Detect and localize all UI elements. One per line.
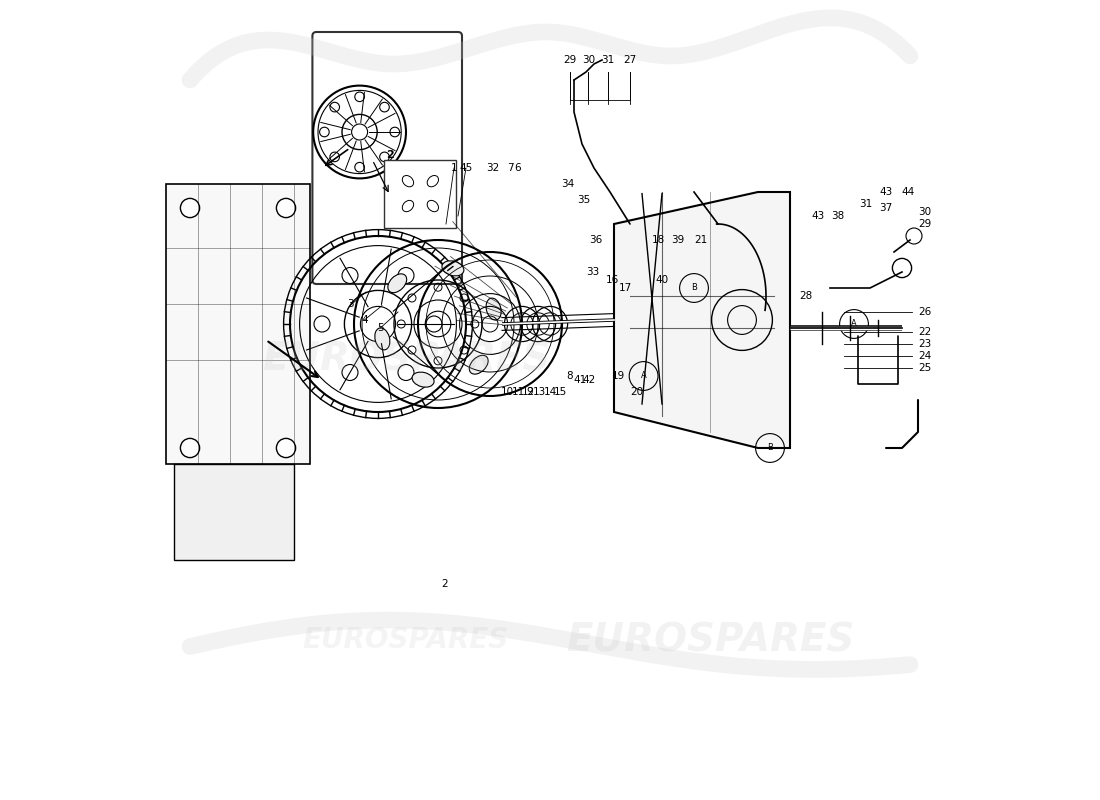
Text: 13: 13 (534, 387, 547, 397)
Text: 26: 26 (917, 307, 931, 317)
Text: 20: 20 (630, 387, 644, 397)
Circle shape (342, 365, 358, 381)
Text: 3: 3 (346, 299, 353, 309)
Text: 24: 24 (917, 351, 931, 361)
Text: 37: 37 (879, 203, 892, 213)
Text: 2: 2 (441, 579, 448, 589)
Bar (174, 464, 294, 560)
Bar (166, 184, 310, 464)
Ellipse shape (486, 298, 502, 320)
Circle shape (314, 316, 330, 332)
Text: 41: 41 (573, 375, 586, 385)
Text: 2: 2 (386, 150, 394, 160)
Ellipse shape (470, 355, 488, 374)
Text: 11: 11 (512, 387, 525, 397)
Text: 39: 39 (671, 235, 684, 245)
Ellipse shape (403, 200, 414, 212)
Text: A: A (640, 371, 647, 381)
Text: 44: 44 (902, 187, 915, 197)
Text: 35: 35 (578, 195, 591, 205)
Polygon shape (614, 192, 790, 448)
Text: 42: 42 (583, 375, 596, 385)
Text: 16: 16 (606, 275, 619, 285)
Text: 22: 22 (917, 327, 931, 337)
Text: 9: 9 (527, 387, 534, 397)
Text: 10: 10 (500, 387, 514, 397)
Text: 27: 27 (624, 55, 637, 65)
Text: 15: 15 (553, 387, 566, 397)
Text: 34: 34 (561, 179, 574, 189)
Text: 21: 21 (694, 235, 707, 245)
Bar (384, 160, 456, 228)
Text: 25: 25 (917, 363, 931, 373)
Text: 6: 6 (515, 163, 521, 173)
Text: 12: 12 (521, 387, 535, 397)
Text: 45: 45 (460, 163, 473, 173)
Circle shape (276, 198, 296, 218)
Circle shape (180, 438, 199, 458)
Ellipse shape (427, 200, 439, 212)
Text: 31: 31 (859, 199, 872, 209)
Text: 33: 33 (586, 267, 600, 277)
Circle shape (342, 267, 358, 283)
Text: B: B (691, 283, 697, 293)
Text: 38: 38 (832, 211, 845, 221)
Text: 32: 32 (486, 163, 499, 173)
Circle shape (180, 198, 199, 218)
Circle shape (276, 438, 296, 458)
Text: 14: 14 (543, 387, 557, 397)
Text: 30: 30 (917, 207, 931, 217)
Text: EUROSPARES: EUROSPARES (302, 626, 509, 654)
Ellipse shape (427, 175, 439, 187)
Text: 28: 28 (800, 291, 813, 301)
Text: 43: 43 (879, 187, 892, 197)
Text: 40: 40 (656, 275, 669, 285)
Ellipse shape (375, 328, 389, 350)
Circle shape (892, 258, 912, 278)
Text: 23: 23 (917, 339, 931, 349)
Text: 8: 8 (566, 371, 573, 381)
Text: 36: 36 (588, 235, 602, 245)
Text: A: A (851, 319, 857, 329)
Text: 18: 18 (651, 235, 664, 245)
Circle shape (398, 365, 414, 381)
Ellipse shape (388, 274, 407, 293)
Circle shape (398, 267, 414, 283)
Ellipse shape (442, 261, 464, 276)
Text: EUROSPARES: EUROSPARES (565, 621, 855, 659)
Text: 4: 4 (361, 315, 367, 325)
Text: 29: 29 (563, 55, 576, 65)
Text: 7: 7 (507, 163, 514, 173)
Ellipse shape (403, 175, 414, 187)
FancyBboxPatch shape (312, 32, 462, 284)
Text: EUROSPARES: EUROSPARES (262, 341, 550, 379)
Text: 1: 1 (451, 163, 458, 173)
Text: 19: 19 (612, 371, 625, 381)
Text: B: B (767, 443, 773, 453)
Text: 17: 17 (618, 283, 631, 293)
Text: 5: 5 (377, 323, 384, 333)
Ellipse shape (412, 372, 434, 387)
Text: 30: 30 (582, 55, 595, 65)
Text: 43: 43 (812, 211, 825, 221)
Text: 31: 31 (601, 55, 614, 65)
Circle shape (426, 316, 442, 332)
Text: 29: 29 (917, 219, 931, 229)
